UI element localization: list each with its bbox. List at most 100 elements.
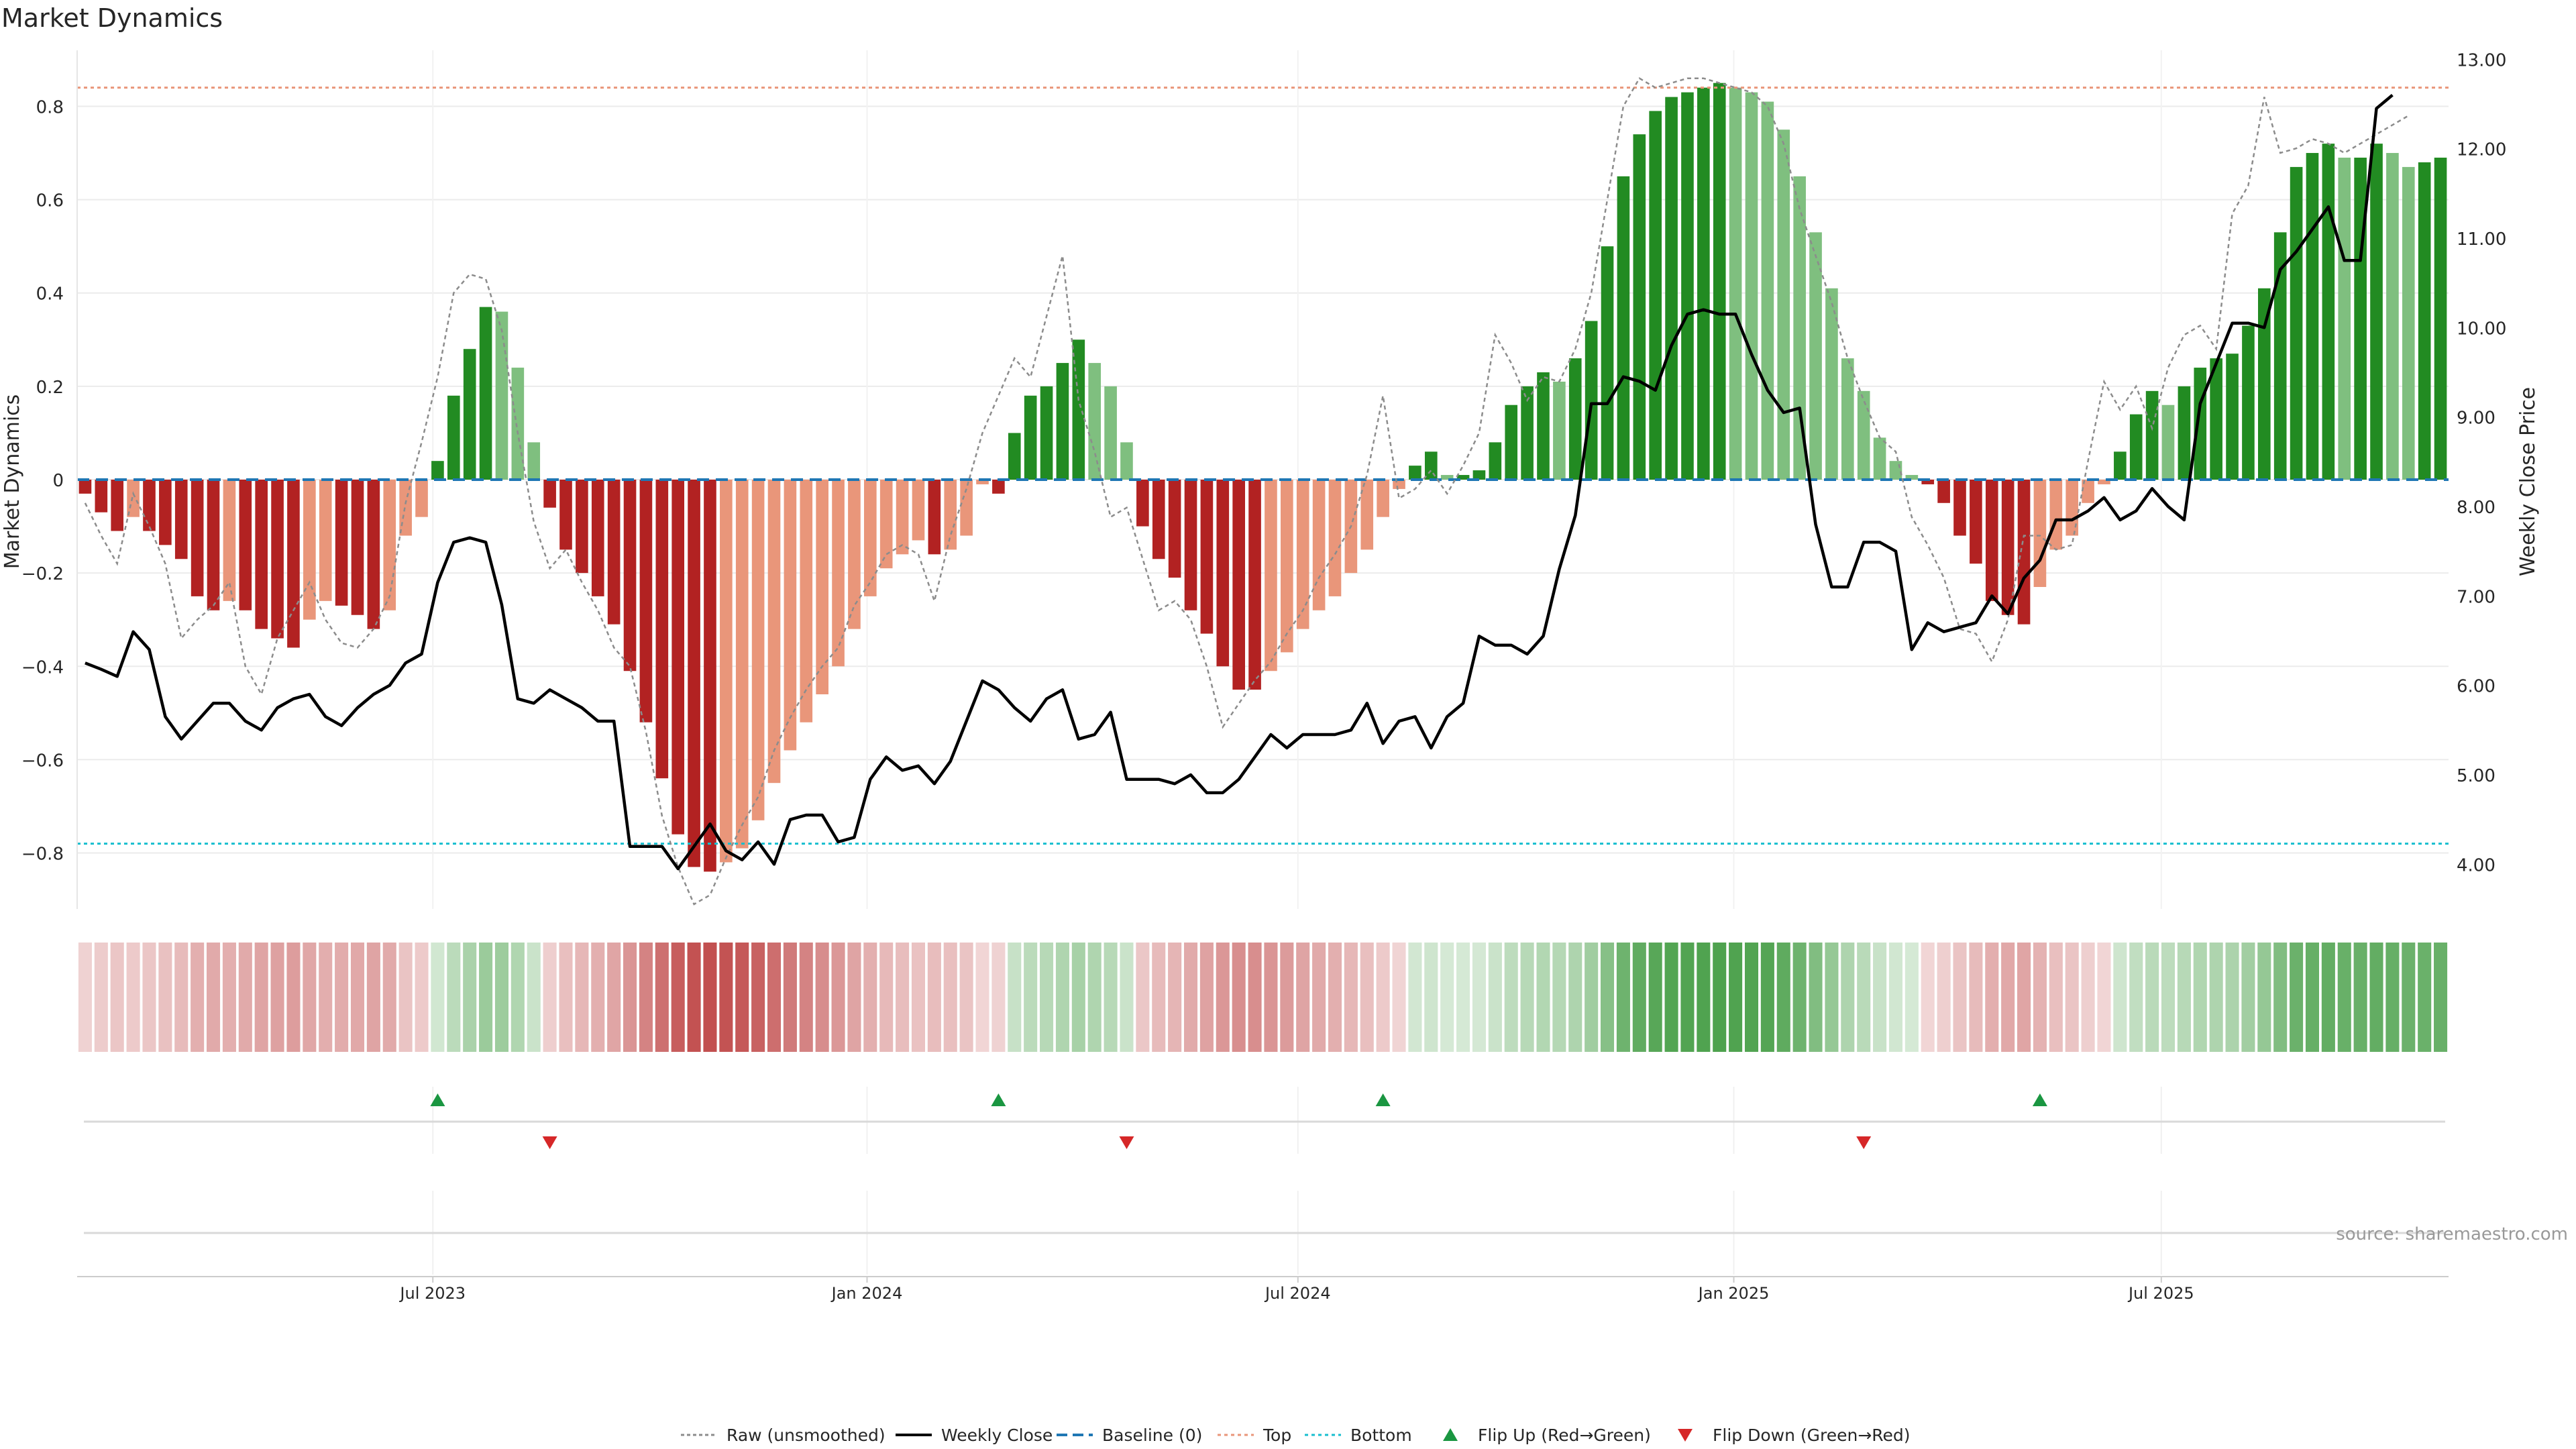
heat-strip-cell [1600,943,1615,1052]
heat-strip-cell [2257,943,2271,1052]
heat-strip-cell [2290,943,2304,1052]
heat-strip-cell [1104,943,1118,1052]
momentum-bar [111,480,124,531]
momentum-bar [1713,83,1726,480]
heat-strip-cell [94,943,108,1052]
momentum-bar [2065,480,2079,536]
heat-strip-cell [1168,943,1182,1052]
heat-strip-cell [639,943,653,1052]
heat-strip-cell [479,943,493,1052]
heat-strip-cell [1729,943,1743,1052]
heat-strip-cell [1071,943,1085,1052]
heat-strip-cell [2273,943,2288,1052]
heat-strip-cell [1183,943,1198,1052]
chart-title: Market Dynamics [1,3,223,33]
momentum-bar [1409,466,1421,480]
line-layer [77,76,2449,906]
momentum-bar [960,480,973,536]
momentum-bar [127,480,140,517]
heat-strip-cell [2065,943,2079,1052]
heat-strip-cell [863,943,877,1052]
heat-strip-cell [799,943,813,1052]
momentum-bar [2098,480,2110,484]
momentum-bar [1873,437,1886,480]
heat-strip-cell [1937,943,1951,1052]
momentum-bar [1937,480,1950,503]
flip-up-marker [2032,1093,2047,1106]
heat-strip-cell [1792,943,1807,1052]
heat-strip-cell [543,943,557,1052]
heat-strip-cell [158,943,172,1052]
main-panel: −0.8 −0.6 −0.4 −0.2 0 0.2 0.4 0.6 0.8 4.00 5.00 6.0… [21,50,2506,909]
heat-strip-cell [2385,943,2400,1052]
heat-strip-cell [1648,943,1662,1052]
momentum-bar [1248,480,1261,690]
bar-layer [78,83,2447,872]
heat-strip-cell [2209,943,2223,1052]
momentum-bar [1568,358,1582,480]
heat-strip-cell [191,943,205,1052]
momentum-bar [1665,97,1678,480]
momentum-bar [415,480,428,517]
heat-strip-cell [1344,943,1358,1052]
heat-strip-cell [1632,943,1646,1052]
legend-entry: Weekly Close [896,1426,1053,1445]
momentum-bar [623,480,637,672]
heat-strip-cell [1904,943,1919,1052]
momentum-bar [2001,480,2015,615]
heat-strip-cell [1776,943,1790,1052]
heat-strip-cell [1809,943,1823,1052]
y2-tick-label: 9.00 [2457,409,2496,429]
momentum-bar [1601,246,1614,480]
momentum-bar [2194,368,2207,480]
heat-strip-cell [2305,943,2320,1052]
x-axis: Jul 2023 Jan 2024 Jul 2024 Jan 2025 Jul 2025 [77,1276,2449,1303]
heat-strip-cell [382,943,396,1052]
momentum-bar [2033,480,2047,587]
y-tick-label: 0.4 [36,284,64,305]
heat-strip-cell [206,943,221,1052]
momentum-bar [848,480,861,629]
heat-strip-cell [1680,943,1695,1052]
heat-strip-cell [1136,943,1150,1052]
heat-strip-cell [126,943,140,1052]
momentum-bar [1985,480,1998,601]
momentum-bar [431,461,444,480]
momentum-bar [1953,480,1966,536]
momentum-bar [1056,363,1069,480]
heat-strip-cell [719,943,733,1052]
momentum-bar [1585,321,1598,480]
heat-strip-cell [398,943,413,1052]
heat-strip-cell [1232,943,1246,1052]
heat-strip-cell [2001,943,2015,1052]
momentum-bar [2386,153,2399,480]
heat-strip-cell [2017,943,2031,1052]
momentum-bar [1424,451,1438,480]
legend-entry: Flip Down (Green→Red) [1678,1426,1911,1445]
heat-strip-cell [1536,943,1550,1052]
y-tick-label: 0.6 [36,191,64,211]
flip-marker-panel [84,1087,2445,1154]
momentum-bar [335,480,348,606]
momentum-bar [2306,153,2319,480]
heat-strip-cell [1296,943,1310,1052]
momentum-bar [2242,325,2255,480]
heat-strip-cell [2193,943,2207,1052]
flip-down-marker [1119,1136,1134,1149]
momentum-bar [559,480,572,550]
y-tick-label: −0.8 [21,845,64,865]
momentum-bar [511,368,525,480]
legend-label: Weekly Close [941,1426,1053,1445]
momentum-bar [2145,390,2159,480]
momentum-bar [2322,144,2335,480]
momentum-bar [896,480,909,555]
momentum-bar [944,480,957,550]
momentum-bar [1216,480,1230,667]
heat-strip-cell [511,943,525,1052]
momentum-bar [735,480,749,849]
y2-tick-label: 12.00 [2457,140,2506,160]
momentum-bar [800,480,813,722]
heat-strip-cell [2241,943,2255,1052]
momentum-bar [1681,92,1694,480]
heat-strip-cell [254,943,268,1052]
